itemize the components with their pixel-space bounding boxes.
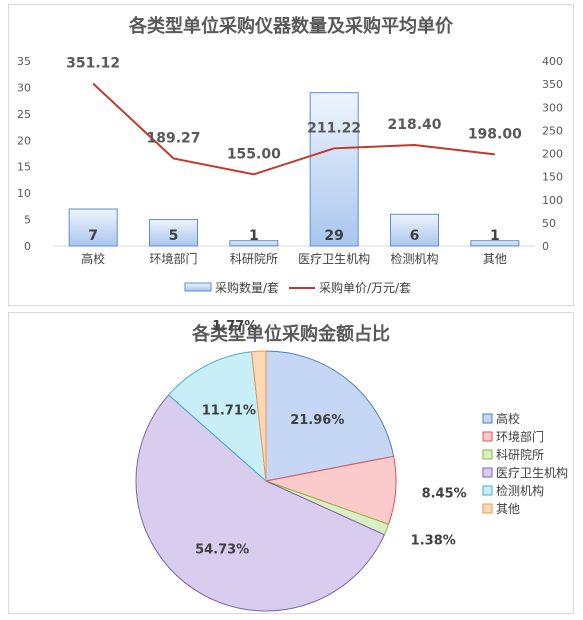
line-data-label: 351.12	[66, 56, 120, 72]
legend-bar-swatch	[184, 282, 212, 292]
y-left-tick-label: 20	[17, 134, 31, 147]
pie-data-label: 54.73%	[195, 543, 249, 558]
legend-label: 科研院所	[496, 448, 544, 462]
chart-title: 各类型单位采购仪器数量及采购平均单价	[128, 15, 454, 37]
pie-slice	[265, 350, 395, 482]
bar-data-label: 7	[88, 228, 98, 244]
x-tick-label: 科研院所	[230, 252, 278, 266]
bar-data-label: 6	[410, 228, 420, 244]
amount-share-pie-chart: 各类型单位采购金额占比 21.96% 8.45% 1.38% 54.73% 11.71%…	[135, 319, 568, 612]
y-right-tick-label: 100	[542, 194, 563, 207]
pie-slice	[167, 351, 267, 483]
quantity-price-chart: 各类型单位采购仪器数量及采购平均单价 051015202530350501001…	[17, 15, 563, 295]
y-right-tick-label: 0	[542, 240, 549, 253]
line-data-label: 198.00	[468, 126, 522, 142]
bar	[470, 240, 520, 247]
bar-data-label: 1	[490, 228, 500, 244]
y-right-tick-label: 50	[542, 217, 556, 230]
legend-swatch	[482, 431, 493, 442]
y-right-tick-label: 250	[542, 124, 563, 137]
y-left-tick-label: 0	[24, 240, 31, 253]
y-right-tick-label: 350	[542, 78, 563, 91]
legend-swatch	[482, 413, 493, 424]
line-data-label: 155.00	[227, 146, 281, 162]
legend-swatch	[482, 503, 493, 514]
chart-title: 各类型单位采购金额占比	[191, 323, 390, 345]
y-left-tick-label: 30	[17, 81, 31, 94]
legend-label: 其他	[496, 502, 520, 516]
legend-bar-label: 采购数量/套	[215, 280, 279, 295]
y-left-tick-label: 25	[17, 108, 31, 121]
chart-legend: 采购数量/套 采购单价/万元/套	[184, 280, 411, 295]
legend-line-label: 采购单价/万元/套	[319, 280, 411, 295]
y-right-tick-label: 300	[542, 101, 563, 114]
y-left-tick-label: 35	[17, 55, 31, 68]
pie-data-label: 8.45%	[422, 487, 467, 502]
legend-label: 高校	[496, 411, 520, 426]
y-left-tick-label: 5	[24, 214, 31, 227]
bar	[390, 213, 439, 247]
line-data-label: 189.27	[146, 130, 200, 146]
x-tick-label: 高校	[81, 251, 105, 266]
pie-data-label: 1.77%	[212, 319, 257, 334]
pie-data-label: 1.38%	[411, 533, 456, 548]
legend-label: 检测机构	[496, 483, 544, 498]
bar	[149, 219, 198, 247]
x-tick-label: 其他	[483, 252, 507, 266]
pie-data-label: 21.96%	[290, 413, 344, 428]
y-right-tick-label: 200	[542, 148, 563, 161]
x-tick-label: 环境部门	[149, 251, 197, 266]
bar	[309, 92, 359, 247]
x-tick-label: 检测机构	[390, 251, 438, 266]
line-data-label: 218.40	[387, 117, 441, 133]
bar	[68, 208, 118, 247]
y-left-tick-label: 10	[17, 187, 31, 200]
legend-swatch	[482, 467, 493, 478]
legend-label: 医疗卫生机构	[496, 465, 568, 480]
bar-data-label: 29	[324, 228, 343, 244]
legend-swatch	[482, 449, 493, 460]
price-line	[92, 82, 495, 176]
y-left-tick-label: 15	[17, 161, 31, 174]
line-data-label: 211.22	[307, 120, 361, 136]
amount-share-chart-panel: 各类型单位采购金额占比 21.96% 8.45% 1.38% 54.73% 11.71%…	[8, 312, 574, 614]
y-right-tick-label: 150	[542, 171, 563, 184]
pie-data-label: 11.71%	[202, 403, 256, 418]
legend-swatch	[482, 485, 493, 496]
pie-slice	[251, 350, 267, 482]
legend-label: 环境部门	[496, 429, 544, 444]
pie-slice	[135, 394, 386, 612]
bar	[229, 240, 279, 247]
bar-data-label: 5	[169, 228, 179, 244]
quantity-price-chart-panel: 各类型单位采购仪器数量及采购平均单价 0 5 10 15 20 25 30 35 0 50 100 1…	[8, 4, 574, 306]
bar-data-label: 1	[249, 228, 259, 244]
y-right-tick-label: 400	[542, 55, 563, 68]
x-tick-label: 医疗卫生机构	[298, 251, 370, 266]
